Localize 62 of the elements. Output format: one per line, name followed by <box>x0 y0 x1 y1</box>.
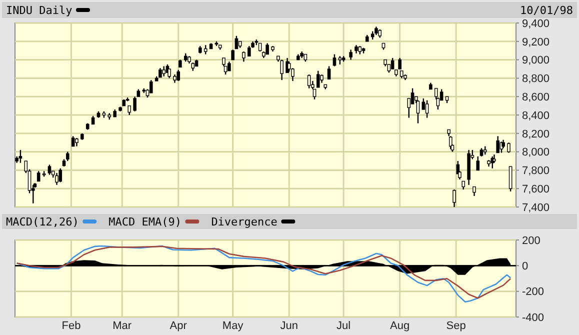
candlestick <box>36 170 40 182</box>
candlestick <box>58 168 62 183</box>
text: 10/01/98 <box>520 4 573 17</box>
candlestick <box>390 57 394 70</box>
candlestick <box>18 149 22 164</box>
candlestick <box>128 105 132 116</box>
candlestick <box>508 166 512 192</box>
x-tick-label: Jun <box>280 320 298 332</box>
candlestick <box>158 67 162 78</box>
candlestick <box>204 44 208 55</box>
x-tick-label: Mar <box>112 320 132 332</box>
candlestick <box>416 100 420 124</box>
y-tick-label: 8,600 <box>522 91 550 104</box>
y-tick-label: 8,400 <box>522 110 550 122</box>
x-tick-label: Apr <box>170 320 188 332</box>
candlestick <box>472 186 476 197</box>
candlestick <box>316 70 320 88</box>
candlestick <box>476 156 480 171</box>
y-tick-label: 7,800 <box>522 165 550 178</box>
candlestick <box>425 100 429 118</box>
y-tick-label: 8,800 <box>522 73 550 86</box>
candlestick <box>176 69 180 82</box>
candlestick <box>162 66 166 77</box>
candlestick <box>496 136 500 154</box>
y-tick-label: 9,400 <box>522 18 550 30</box>
legend-label: MACD EMA(9) <box>108 215 182 228</box>
y-tick-label: -200 <box>522 286 544 298</box>
legend-label: Divergence <box>211 215 278 228</box>
legend-label: MACD(12,26) <box>6 215 79 228</box>
x-tick-label: Aug <box>390 320 410 332</box>
legend-label: INDU Daily <box>6 4 73 17</box>
x-tick-label: Sep <box>446 320 466 332</box>
x-tick-label: Jul <box>336 320 351 332</box>
y-tick-label: 8,200 <box>522 128 550 140</box>
candlestick <box>307 74 311 89</box>
y-tick-label: 9,000 <box>522 54 550 67</box>
y-tick-label: 9,200 <box>522 36 550 48</box>
candlestick <box>449 136 452 150</box>
x-tick-label: Feb <box>62 320 81 332</box>
y-tick-label: 8,000 <box>522 146 550 159</box>
candlestick <box>149 79 153 94</box>
candlestick <box>168 68 171 79</box>
candlestick <box>410 88 414 105</box>
candlestick <box>242 50 246 62</box>
y-tick-label: 7,400 <box>522 202 550 214</box>
candlestick <box>228 61 231 72</box>
candlestick <box>280 59 284 81</box>
candlestick <box>327 66 331 80</box>
y-tick-label: 200 <box>522 234 540 247</box>
candlestick <box>332 54 336 67</box>
y-tick-label: -400 <box>522 312 544 324</box>
candlestick <box>507 142 510 154</box>
y-tick-label: 0 <box>522 260 528 273</box>
candlestick <box>248 45 251 57</box>
x-tick-label: May <box>222 320 244 332</box>
candlestick <box>266 42 269 55</box>
candlestick <box>349 49 352 60</box>
candlestick <box>231 49 234 60</box>
candlestick <box>55 172 58 186</box>
candlestick <box>48 164 52 176</box>
candlestick <box>71 136 75 147</box>
y-tick-label: 7,600 <box>522 183 550 196</box>
